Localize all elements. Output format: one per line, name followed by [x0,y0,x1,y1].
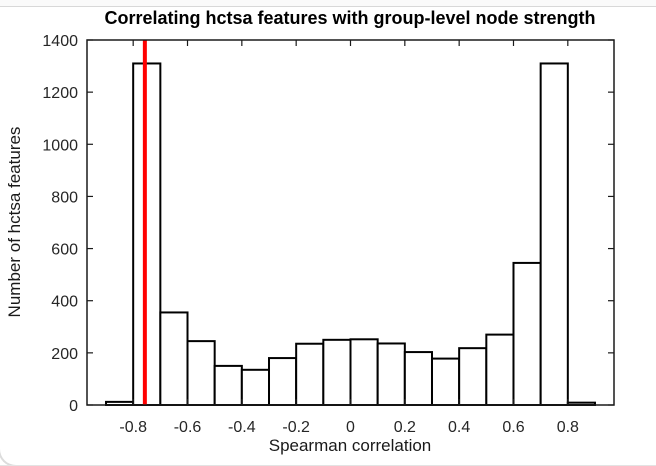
x-tick-label: -0.8 [119,419,147,436]
x-axis-label: Spearman correlation [268,436,432,455]
y-tick-label: 1200 [42,85,78,102]
x-tick-label: 0.2 [394,419,416,436]
y-tick-label: 1000 [42,137,78,154]
histogram-bar [322,338,352,407]
y-tick-label: 800 [51,189,78,206]
histogram-bar [376,342,406,407]
chart-title: Correlating hctsa features with group-le… [104,8,596,28]
histogram-bar [485,333,515,407]
y-tick-label: 1400 [42,33,78,50]
histogram-bar [268,357,298,407]
histogram-bar [403,351,433,407]
y-axis-label: Number of hctsa features [5,126,24,318]
histogram-bar [349,338,379,406]
histogram-bar [430,357,461,407]
x-tick-label: 0.8 [557,419,579,436]
x-tick-label: -0.4 [228,419,256,436]
y-tick-label: 200 [51,346,78,363]
x-tick-label: 0 [346,419,355,436]
histogram-bar [512,261,542,406]
y-tick-label: 600 [51,242,78,259]
x-tick-label: -0.2 [282,419,310,436]
histogram-bar [458,347,488,406]
x-tick-label: 0.4 [448,419,470,436]
histogram-bar [539,62,569,406]
histogram-bar [240,368,271,406]
x-tick-label: -0.6 [174,419,202,436]
y-tick-label: 400 [51,294,78,311]
y-tick-label: 0 [69,398,78,415]
x-tick-label: 0.6 [502,419,524,436]
window-top-edge [0,0,656,7]
histogram-bar [186,340,216,406]
histogram-bar [295,342,325,407]
histogram-bar [159,311,189,407]
histogram-bar [213,364,243,406]
